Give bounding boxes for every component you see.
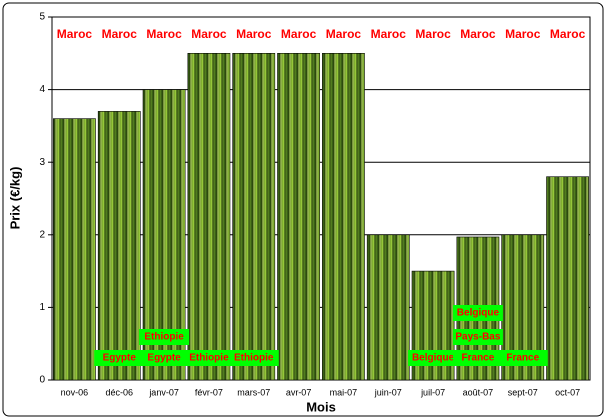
bar: [97, 111, 141, 381]
x-tick-label: août-07: [463, 387, 494, 397]
origin-label: Ethiopie: [189, 353, 229, 364]
origin-box: [452, 305, 503, 321]
origin-box: [139, 329, 190, 345]
origin-label: Maroc: [191, 27, 227, 41]
x-tick-label: juin-07: [374, 387, 402, 397]
y-tick-label: 5: [39, 12, 45, 23]
origin-box: [228, 350, 279, 366]
bar: [546, 176, 589, 381]
origin-label: Maroc: [505, 27, 541, 41]
x-tick-label: mai-07: [330, 387, 358, 397]
origin-box: [408, 350, 459, 366]
origin-box: [452, 329, 503, 345]
x-tick-label: janv-07: [148, 387, 179, 397]
origin-label: Maroc: [281, 27, 317, 41]
x-tick-label: mars-07: [237, 387, 270, 397]
origin-label: Belgique: [457, 308, 500, 319]
origin-label: Egypte: [147, 353, 181, 364]
origin-label: France: [506, 353, 539, 364]
y-tick-label: 2: [39, 229, 45, 240]
origin-box: [497, 350, 548, 366]
origin-label: Maroc: [236, 27, 272, 41]
origin-label: Maroc: [460, 27, 496, 41]
bar: [366, 234, 410, 381]
origin-box: [94, 350, 145, 366]
origin-label: Maroc: [415, 27, 451, 41]
origin-label: Egypte: [103, 353, 137, 364]
origin-label: France: [462, 353, 495, 364]
origin-label: Maroc: [57, 27, 93, 41]
bar: [53, 118, 96, 381]
bar: [322, 52, 365, 381]
origin-label: Maroc: [550, 27, 586, 41]
y-tick-label: 3: [39, 157, 45, 168]
x-tick-label: févr-07: [195, 387, 223, 397]
bar: [277, 52, 320, 381]
origin-label: Ethiopie: [144, 332, 184, 343]
x-tick-label: oct-07: [555, 387, 580, 397]
y-tick-label: 0: [39, 375, 45, 386]
y-axis-title: Prix (€/kg): [7, 167, 22, 230]
y-tick-label: 1: [39, 302, 45, 313]
x-tick-label: avr-07: [286, 387, 312, 397]
bar: [187, 52, 231, 381]
x-tick-label: sept-07: [508, 387, 538, 397]
x-tick-label: nov-06: [61, 387, 89, 397]
origin-label: Maroc: [326, 27, 362, 41]
origin-label: Pays-Bas: [455, 332, 500, 343]
origin-box: [183, 350, 234, 366]
origin-label: Belgique: [412, 353, 455, 364]
origin-box: [139, 350, 190, 366]
origin-box: [452, 350, 503, 366]
bar: [232, 52, 276, 381]
y-tick-label: 4: [39, 84, 45, 95]
x-axis-title: Mois: [306, 399, 336, 414]
x-tick-label: déc-06: [105, 387, 133, 397]
origin-label: Maroc: [146, 27, 182, 41]
origin-label: Maroc: [102, 27, 138, 41]
origin-label: Ethiopie: [234, 353, 274, 364]
origin-label: Maroc: [371, 27, 407, 41]
x-tick-label: juil-07: [420, 387, 445, 397]
